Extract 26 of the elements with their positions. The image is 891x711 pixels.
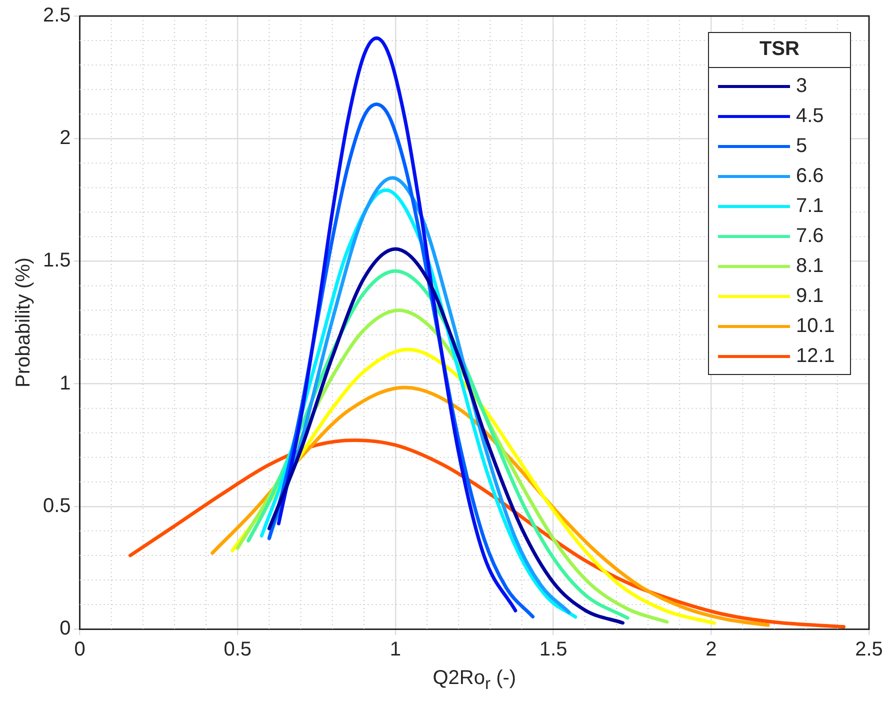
x-tick-label: 0	[74, 638, 86, 661]
legend-label: 6.6	[796, 164, 824, 188]
legend-label: 5	[796, 134, 808, 158]
line-series	[276, 36, 518, 612]
legend-label: 12.1	[796, 344, 835, 368]
legend-label: 7.6	[796, 224, 824, 248]
legend-label: 10.1	[796, 314, 835, 338]
legend-label: 4.5	[796, 104, 824, 128]
y-tick-label: 1	[60, 372, 71, 394]
legend-label: 7.1	[796, 194, 824, 218]
y-tick-label: 2.5	[42, 4, 71, 27]
x-tick-label: 1	[390, 638, 402, 661]
x-axis-title: Q2Ro$_{r}$ (-)	[432, 667, 518, 694]
y-axis-title: Probability (%)	[12, 257, 35, 388]
y-tick-label: 2	[60, 127, 71, 150]
y-tick-label: 0.5	[42, 494, 71, 517]
y-tick-label: 0	[60, 618, 71, 640]
legend-label: 8.1	[796, 254, 824, 278]
legend-title: TSR	[758, 37, 800, 62]
x-tick-label: 1.5	[539, 638, 568, 661]
legend-label: 3	[796, 74, 808, 98]
legend-label: 9.1	[796, 284, 824, 308]
x-tick-label: 2	[706, 638, 717, 661]
x-tick-label: 2.5	[855, 638, 883, 661]
y-tick-label: 1.5	[42, 250, 71, 272]
x-tick-label: 0.5	[224, 638, 252, 661]
